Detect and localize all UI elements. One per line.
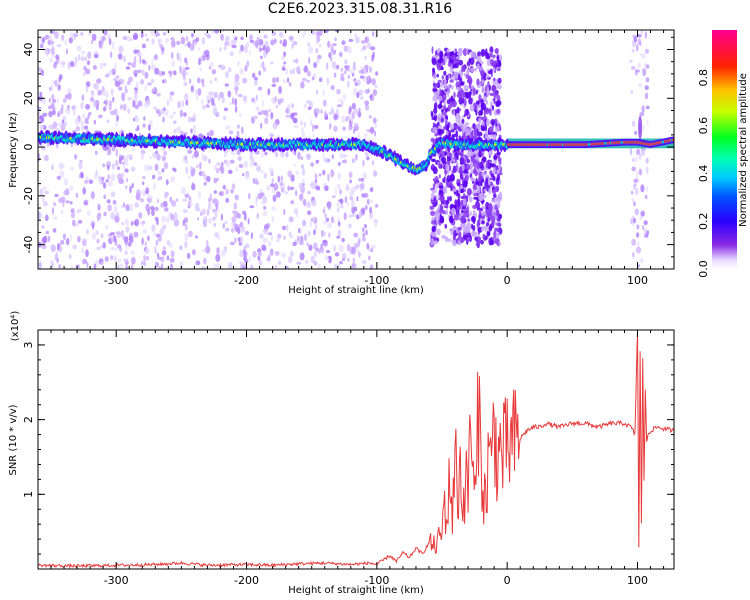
y-axis-label-top: Frequency (Hz)	[8, 112, 19, 188]
y-tick-label: 1	[22, 491, 35, 498]
x-tick-label: 100	[627, 574, 648, 587]
x-tick-label: -200	[234, 574, 259, 587]
y-axis-label-bottom: SNR (10 * v/v)	[8, 404, 19, 475]
y-tick-label: 0	[22, 144, 35, 151]
y-tick-label: 2	[22, 416, 35, 423]
y-tick-label: 3	[22, 341, 35, 348]
x-tick-label: -300	[104, 574, 129, 587]
x-axis-label-top: Height of straight line (km)	[288, 285, 424, 296]
x-tick-label: -300	[104, 274, 129, 287]
y-tick-label: -40	[22, 236, 35, 254]
snr-plot-area	[38, 331, 674, 569]
colorbar-tick-label: 0.8	[697, 69, 710, 87]
colorbar-tick-label: 0.2	[697, 212, 710, 230]
colorbar-tick-label: 0.6	[697, 117, 710, 135]
y-tick-label: 40	[22, 43, 35, 57]
spectrogram-image	[38, 30, 674, 269]
x-tick-label: -100	[364, 574, 389, 587]
plot-frame-bottom	[37, 329, 675, 570]
y-multiplier-label: (x10⁴)	[10, 311, 21, 342]
x-tick-label: 0	[504, 274, 511, 287]
colorbar-tick-label: 0.0	[697, 260, 710, 278]
plot-frame-top	[37, 29, 675, 270]
x-tick-label: 0	[504, 574, 511, 587]
colorbar-tick-label: 0.4	[697, 165, 710, 183]
colorbar	[712, 30, 737, 269]
colorbar-label: Normalized spectral amplitude	[738, 73, 749, 227]
y-tick-label: 20	[22, 91, 35, 105]
y-tick-label: -20	[22, 187, 35, 205]
page-title: C2E6.2023.315.08.31.R16	[267, 1, 453, 17]
x-tick-label: 100	[627, 274, 648, 287]
x-tick-label: -200	[234, 274, 259, 287]
x-tick-label: -100	[364, 274, 389, 287]
snr-series-line	[38, 331, 674, 569]
x-axis-label-bottom: Height of straight line (km)	[288, 585, 424, 596]
